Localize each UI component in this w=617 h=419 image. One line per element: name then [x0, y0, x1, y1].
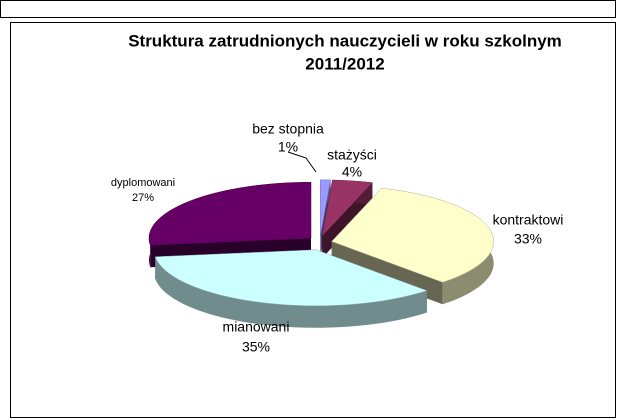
value-label: 33% — [514, 231, 542, 247]
chart-title: 2011/2012 — [305, 54, 384, 73]
value-label: 4% — [342, 164, 362, 180]
slice-label: stażyści — [327, 147, 377, 163]
top-strip — [0, 0, 616, 18]
slice-top — [320, 179, 331, 236]
leader-line — [287, 151, 317, 173]
slice-label: mianowani — [223, 319, 290, 335]
slice-label: kontraktowi — [493, 212, 564, 228]
slice-top — [154, 249, 428, 307]
slice-top — [331, 187, 494, 283]
slice-label: bez stopnia — [252, 121, 324, 137]
slice-label: dyplomowani — [111, 177, 175, 189]
slice-top — [321, 179, 373, 237]
value-label: 35% — [242, 339, 270, 355]
value-label: 1% — [278, 139, 298, 155]
chart-frame — [10, 22, 616, 418]
chart-title: Struktura zatrudnionych nauczycieli w ro… — [128, 31, 562, 50]
slice-wall — [155, 256, 427, 328]
slice — [154, 249, 428, 328]
slice-top — [148, 181, 312, 246]
value-label: 27% — [132, 192, 154, 204]
